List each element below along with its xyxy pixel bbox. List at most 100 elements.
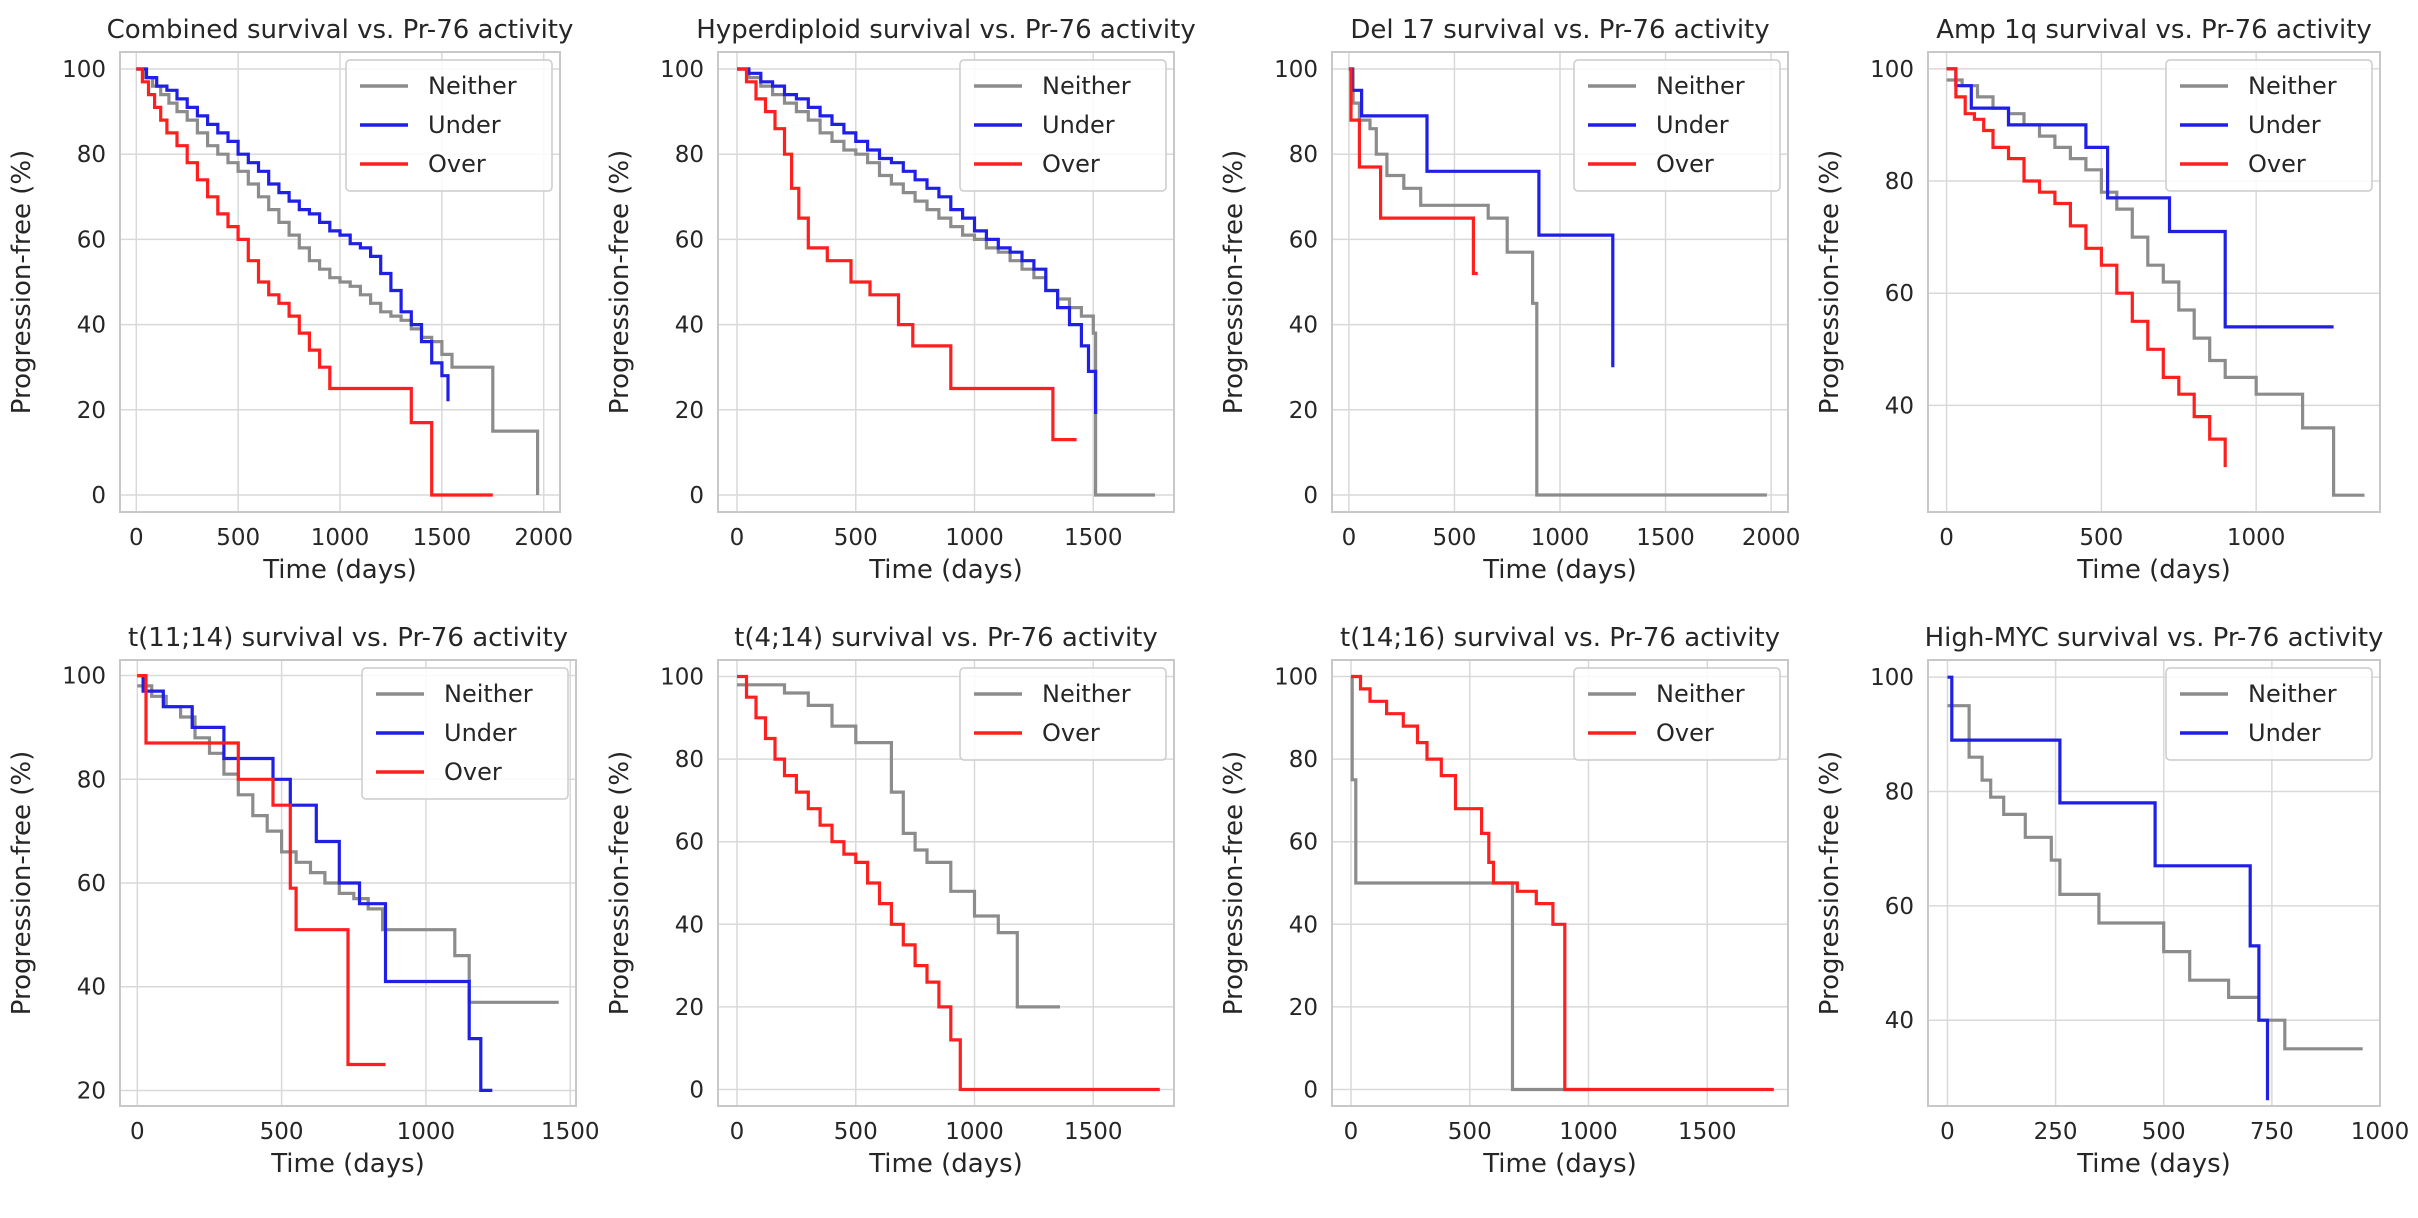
legend-label-over: Over [2248,150,2306,178]
chart-panel-5: 0 500 1000 1500 20 40 60 80 100 t(11;14) survival… [7,623,600,1179]
y-tick-label: 20 [1289,995,1318,1021]
plot-frame [1331,51,1789,513]
x-tick-label: 1000 [945,1119,1004,1145]
y-tick-label: 100 [660,665,704,691]
y-axis-label: Progression-free (%) [1219,150,1249,414]
y-axis-label: Progression-free (%) [7,150,37,414]
legend-label-under: Under [428,111,501,139]
legend-label-neither: Neither [2248,680,2337,708]
x-tick-label: 500 [2142,1119,2186,1145]
chart-title: Combined survival vs. Pr-76 activity [107,15,574,45]
chart-title: t(14;16) survival vs. Pr-76 activity [1340,623,1780,653]
y-tick-label: 20 [1289,398,1318,424]
series-over [737,674,1160,1092]
y-tick-label: 100 [1274,57,1318,83]
y-tick-label: 20 [77,398,106,424]
legend-label-under: Under [2248,111,2321,139]
x-tick-label: 500 [216,525,260,551]
x-tick-label: 0 [129,525,144,551]
x-tick-label: 1000 [945,525,1004,551]
series-under [1947,675,2270,1101]
x-axis-label: Time (days) [2076,1149,2231,1179]
x-tick-label: 1500 [1678,1119,1737,1145]
x-tick-label: 500 [1432,525,1476,551]
y-tick-label: 0 [1303,483,1318,509]
x-tick-label: 500 [2079,525,2123,551]
legend-label-over: Over [1656,719,1714,747]
x-tick-label: 1000 [1559,1119,1618,1145]
y-tick-label: 40 [1289,912,1318,938]
y-tick-label: 100 [1274,665,1318,691]
series-over [1351,674,1774,1092]
x-axis-label: Time (days) [270,1149,425,1179]
legend-label-neither: Neither [1656,680,1745,708]
legend-label-over: Over [1042,719,1100,747]
y-tick-label: 80 [1289,142,1318,168]
chart-panel-6: 0 500 1000 1500 0 20 40 60 80 100 t(4;14) survival… [605,623,1175,1179]
y-tick-label: 80 [1289,747,1318,773]
y-tick-label: 40 [77,975,106,1001]
legend-box [345,59,553,192]
y-tick-label: 80 [77,767,106,793]
x-tick-label: 500 [260,1119,304,1145]
legend-label-neither: Neither [1042,680,1131,708]
legend-label-neither: Neither [1042,72,1131,100]
legend-label-neither: Neither [444,680,533,708]
y-tick-label: 20 [77,1078,106,1104]
series-neither [136,67,540,495]
y-tick-label: 60 [1289,227,1318,253]
x-tick-label: 0 [730,525,745,551]
x-axis-label: Time (days) [2076,555,2231,585]
x-tick-label: 1500 [1636,525,1695,551]
y-axis-label: Progression-free (%) [605,751,635,1015]
chart-panel-2: 0 500 1000 1500 0 20 40 60 80 100 Hyperdiploid sur… [605,15,1196,585]
legend-label-under: Under [1042,111,1115,139]
legend-label-neither: Neither [1656,72,1745,100]
y-tick-label: 20 [675,995,704,1021]
x-tick-label: 0 [1344,1119,1359,1145]
chart-title: Del 17 survival vs. Pr-76 activity [1350,15,1769,45]
y-tick-label: 100 [62,57,106,83]
chart-title: Hyperdiploid survival vs. Pr-76 activity [696,15,1195,45]
plot-frame [1927,51,2381,513]
legend-label-over: Over [444,758,502,786]
y-tick-label: 40 [1885,393,1914,419]
y-tick-label: 40 [675,313,704,339]
legend-box [1573,59,1781,192]
chart-panel-7: 0 500 1000 1500 0 20 40 60 80 100 t(14;16) surviva… [1219,623,1789,1179]
x-tick-label: 0 [1342,525,1357,551]
chart-title: High-MYC survival vs. Pr-76 activity [1925,623,2384,653]
y-tick-label: 40 [1885,1008,1914,1034]
legend-label-over: Over [1656,150,1714,178]
legend-box [959,59,1167,192]
series-neither [1350,674,1589,1092]
series-over [1946,67,2227,468]
chart-title: t(4;14) survival vs. Pr-76 activity [734,623,1158,653]
legend-label-under: Under [2248,719,2321,747]
y-tick-label: 80 [675,142,704,168]
x-tick-label: 500 [834,525,878,551]
y-axis-label: Progression-free (%) [1219,751,1249,1015]
x-tick-label: 500 [1448,1119,1492,1145]
legend-box [361,667,569,800]
x-tick-label: 1000 [1531,525,1590,551]
plot-frame [119,51,561,513]
series-over [137,674,386,1067]
y-tick-label: 40 [77,313,106,339]
x-axis-label: Time (days) [262,555,417,585]
y-axis-label: Progression-free (%) [605,150,635,414]
x-tick-label: 750 [2250,1119,2294,1145]
y-tick-label: 80 [675,747,704,773]
series-neither [737,683,1060,1009]
legend-label-neither: Neither [2248,72,2337,100]
series-over [737,67,1077,442]
x-tick-label: 1500 [413,525,472,551]
y-tick-label: 80 [1885,169,1914,195]
x-tick-label: 1000 [2227,525,2286,551]
series-over [1348,67,1478,276]
y-tick-label: 20 [675,398,704,424]
x-tick-label: 1000 [2351,1119,2410,1145]
y-tick-label: 100 [62,664,106,690]
